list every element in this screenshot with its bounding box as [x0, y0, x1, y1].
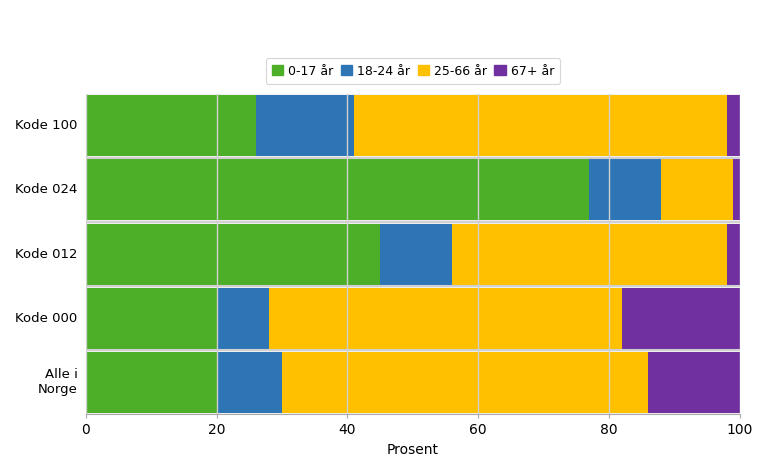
Bar: [86, 160, 589, 220]
Bar: [733, 160, 740, 220]
Bar: [727, 95, 740, 156]
Bar: [452, 224, 727, 285]
Bar: [86, 288, 217, 349]
Bar: [86, 224, 380, 285]
Bar: [354, 95, 727, 156]
Bar: [217, 288, 269, 349]
Bar: [622, 288, 740, 349]
Bar: [86, 95, 256, 156]
Bar: [727, 224, 740, 285]
Bar: [648, 352, 740, 413]
X-axis label: Prosent: Prosent: [387, 443, 439, 457]
Legend: 0-17 år, 18-24 år, 25-66 år, 67+ år: 0-17 år, 18-24 år, 25-66 år, 67+ år: [266, 59, 560, 84]
Bar: [661, 160, 733, 220]
Bar: [86, 352, 217, 413]
Bar: [282, 352, 648, 413]
Bar: [217, 352, 282, 413]
Bar: [269, 288, 622, 349]
Bar: [256, 95, 354, 156]
Bar: [380, 224, 452, 285]
Bar: [589, 160, 661, 220]
